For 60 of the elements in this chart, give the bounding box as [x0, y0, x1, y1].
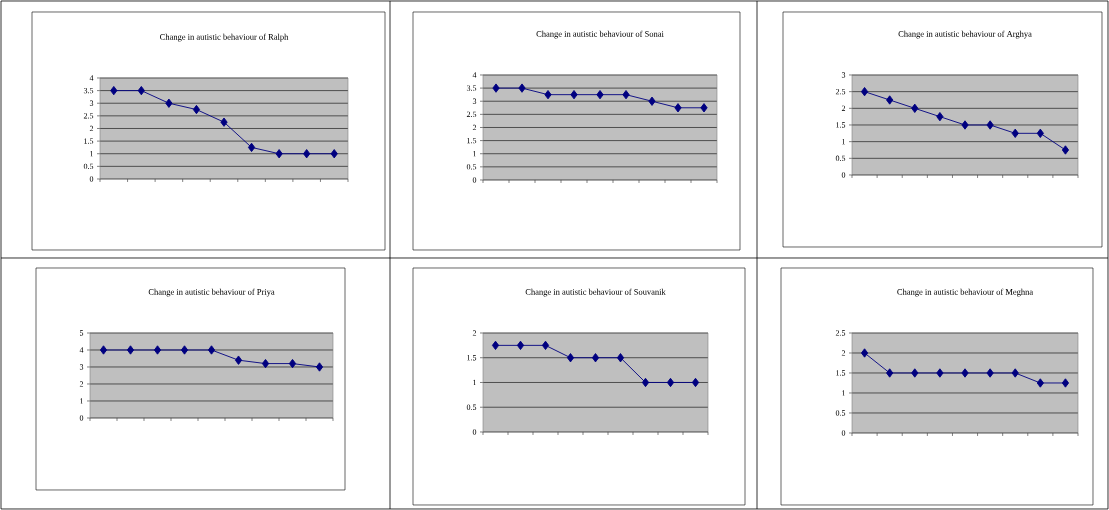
- point: [518, 83, 526, 93]
- point: [591, 353, 600, 363]
- point: [192, 104, 201, 115]
- point: [165, 98, 173, 108]
- chart-title: Change in autistic behaviour of Meghna: [897, 288, 1033, 297]
- point: [1036, 128, 1044, 138]
- point: [110, 85, 118, 96]
- point: [886, 368, 894, 378]
- point: [516, 340, 525, 351]
- point: [986, 368, 994, 378]
- point: [700, 103, 708, 113]
- point: [570, 90, 578, 100]
- chart-title: Change in autistic behaviour of Priya: [148, 288, 275, 297]
- point: [860, 87, 869, 97]
- point: [961, 368, 969, 378]
- point: [247, 142, 256, 153]
- point: [1011, 128, 1019, 138]
- point: [616, 353, 625, 363]
- point: [666, 377, 675, 388]
- point: [1036, 378, 1044, 388]
- point: [126, 345, 135, 355]
- point: [886, 95, 894, 105]
- point: [1011, 368, 1019, 378]
- point: [491, 340, 500, 351]
- point: [936, 112, 944, 122]
- point: [220, 117, 228, 127]
- point: [207, 345, 216, 355]
- chart-title: Change in autistic behaviour of Arghya: [898, 30, 1032, 39]
- point: [137, 85, 145, 96]
- point: [911, 103, 919, 113]
- point: [596, 90, 604, 100]
- point: [674, 103, 682, 113]
- chart-title: Change in autistic behaviour of Souvanik: [525, 288, 666, 297]
- chart-title: Change in autistic behaviour of Sonai: [536, 30, 664, 39]
- point: [180, 345, 189, 355]
- point: [544, 90, 552, 100]
- point: [691, 377, 700, 388]
- point: [986, 120, 994, 130]
- point: [911, 368, 919, 378]
- point: [541, 340, 550, 351]
- point: [622, 90, 630, 100]
- point: [330, 149, 338, 159]
- point: [153, 345, 162, 355]
- point: [492, 83, 500, 93]
- point: [1061, 378, 1070, 388]
- point: [261, 358, 270, 369]
- point: [936, 368, 944, 378]
- chart-title: Change in autistic behaviour of Ralph: [160, 33, 289, 42]
- point: [99, 345, 108, 355]
- point: [566, 353, 575, 363]
- point: [315, 362, 324, 372]
- point: [1061, 145, 1070, 155]
- point: [275, 149, 283, 159]
- point: [288, 358, 297, 369]
- point: [303, 149, 311, 159]
- point: [234, 355, 243, 365]
- point: [860, 348, 869, 358]
- point: [641, 377, 650, 388]
- point: [648, 96, 656, 106]
- point: [961, 120, 969, 130]
